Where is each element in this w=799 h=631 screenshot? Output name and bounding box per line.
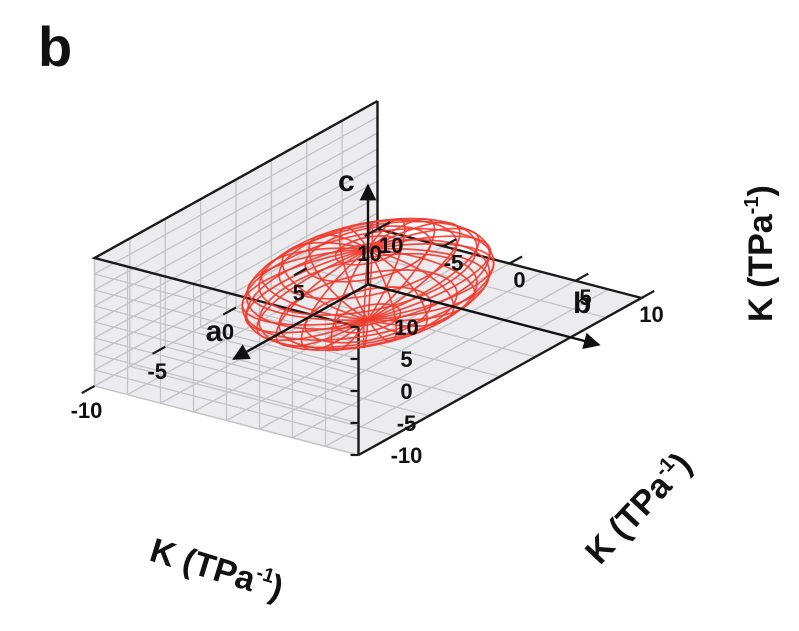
grid-line <box>259 271 543 430</box>
grid-line <box>129 365 395 437</box>
y-axis-title: K (TPa-1) <box>577 445 699 572</box>
crystal-axis-b-arrow <box>367 283 601 350</box>
z-tick-label: -5 <box>397 411 417 436</box>
modulus-surface-wireframe <box>241 217 495 352</box>
x-axis-ticks: -10 -5 0 5 10 <box>71 228 382 423</box>
surface-meridian-line <box>256 227 480 342</box>
y-tick-mark <box>508 255 523 265</box>
x-tick-mark <box>151 345 166 355</box>
grid-line <box>94 321 359 392</box>
x-tick-label: 5 <box>293 280 305 305</box>
grid-line <box>94 132 378 291</box>
x-tick-mark <box>293 267 308 277</box>
grid-line <box>165 346 430 417</box>
crystal-axis-a-arrow <box>232 283 369 361</box>
y-tick-mark <box>640 289 655 299</box>
y-tick-mark <box>442 238 457 248</box>
grid-line <box>94 385 359 456</box>
y-tick-label: 5 <box>579 285 591 310</box>
y-tick-mark <box>376 220 391 230</box>
grid-line <box>94 164 378 323</box>
grid-line <box>325 288 609 447</box>
y-axis-ticks: -10 -5 0 5 10 <box>372 220 664 327</box>
crystal-axis-c-label: c <box>338 165 355 198</box>
grid-line <box>94 116 378 275</box>
x-tick-mark <box>222 306 237 316</box>
z-tick-label: 0 <box>400 379 412 404</box>
grid-line <box>200 326 465 397</box>
grid-line <box>94 273 359 344</box>
x-tick-label: -10 <box>71 398 103 423</box>
x-tick-mark <box>81 385 96 395</box>
y-tick-mark <box>574 272 589 282</box>
panel-label: b <box>38 15 72 78</box>
z-tick-label: 10 <box>394 315 418 340</box>
z-axis-title: K (TPa-1) <box>741 185 780 322</box>
y-tick-label: -10 <box>372 233 404 258</box>
z-tick-label: 5 <box>400 347 412 372</box>
grid-line <box>292 280 576 439</box>
x-tick-label: 10 <box>357 241 381 266</box>
y-tick-label: 10 <box>639 302 663 327</box>
y-tick-label: -5 <box>444 250 464 275</box>
crystal-axis-b-label: b <box>573 287 591 320</box>
x-tick-label: -5 <box>147 359 167 384</box>
z-tick-label: -10 <box>391 443 423 468</box>
x-tick-mark <box>364 228 379 238</box>
x-axis-title: K (TPa-1) <box>146 530 288 607</box>
grid-line <box>94 148 378 307</box>
grid-line <box>94 305 359 376</box>
x-tick-label: 0 <box>222 320 234 345</box>
crystal-axis-a-label: a <box>206 315 223 348</box>
z-axis-ticks: 10 5 0 -5 -10 <box>350 315 423 468</box>
y-tick-label: 0 <box>513 268 525 293</box>
